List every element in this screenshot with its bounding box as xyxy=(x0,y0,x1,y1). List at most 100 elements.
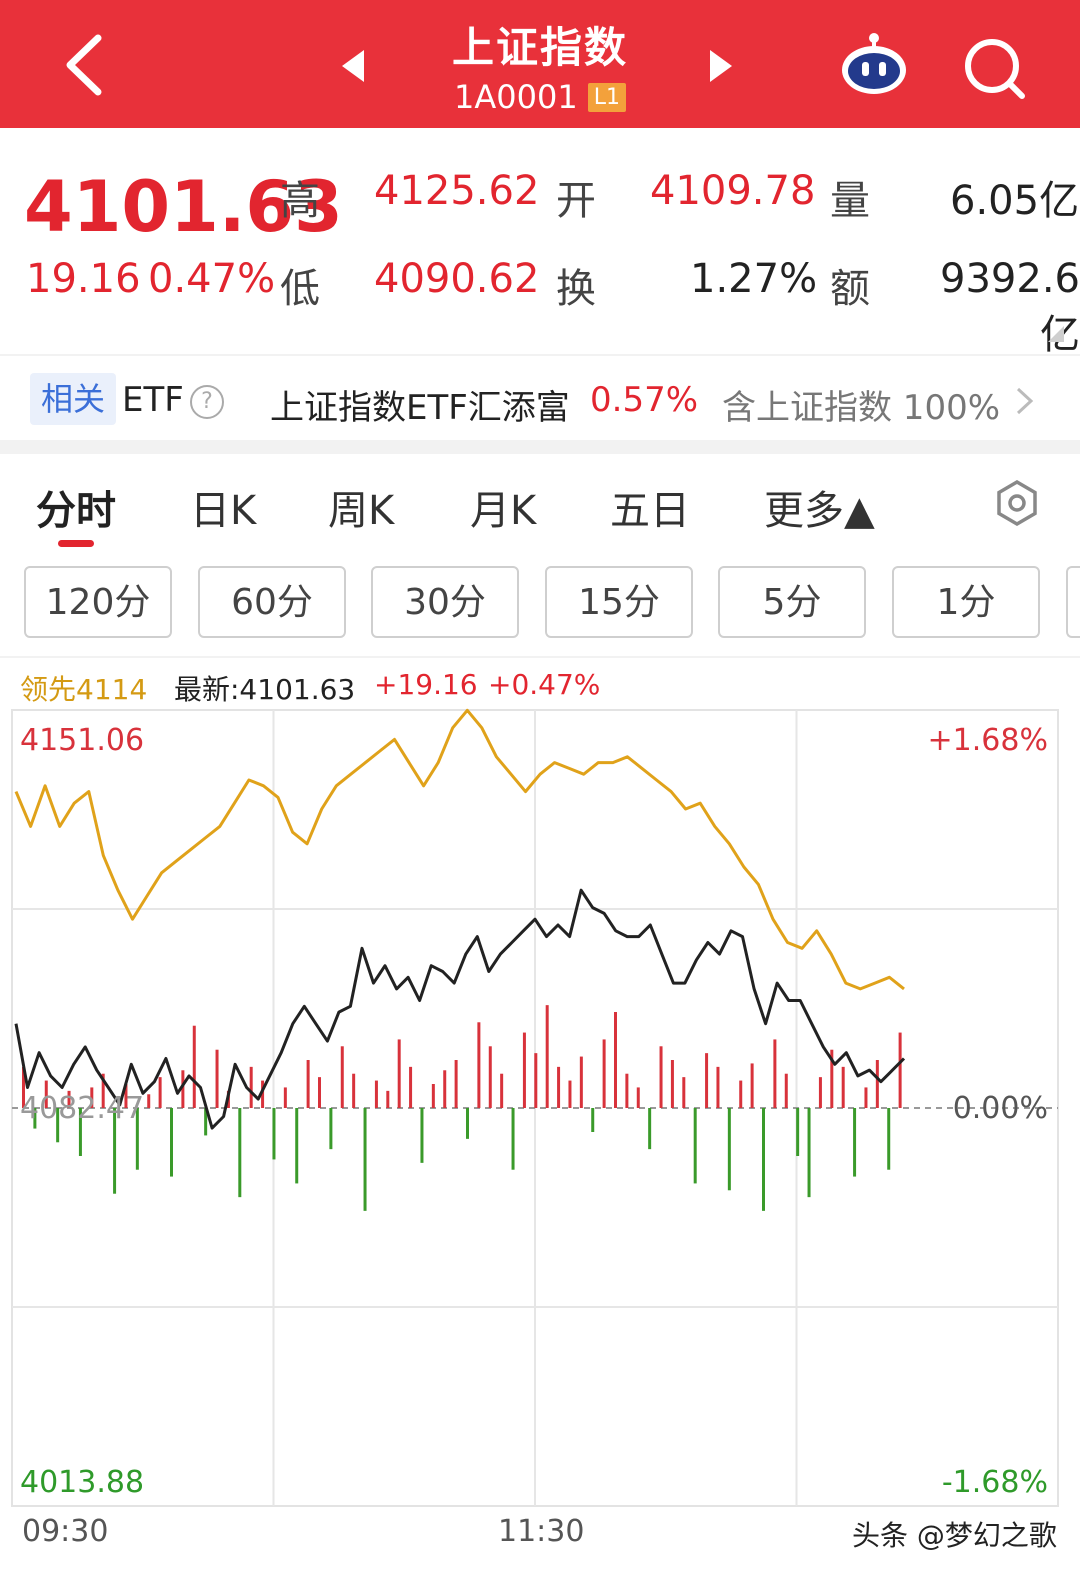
price-line xyxy=(14,888,906,1130)
chevron-right-icon[interactable] xyxy=(1014,386,1036,416)
volume-bar xyxy=(318,1077,321,1108)
volume-bar xyxy=(158,1077,162,1108)
volume-bar xyxy=(625,1073,629,1108)
pct-label-bottom: -1.68% xyxy=(942,1465,1048,1500)
y-label-mid: 4082.47 xyxy=(20,1091,144,1126)
volume-bar xyxy=(181,1070,185,1108)
open-label: 开 xyxy=(556,178,596,224)
period-5min[interactable]: 5分 xyxy=(718,566,866,638)
next-stock-icon[interactable] xyxy=(708,48,734,84)
help-icon[interactable]: ? xyxy=(190,385,224,419)
volume-bar xyxy=(67,1090,71,1108)
page-title: 上证指数 xyxy=(451,23,628,72)
volume-bar xyxy=(500,1073,504,1108)
price-change-pct: 0.47% xyxy=(148,256,276,302)
volume-bar xyxy=(329,1108,333,1150)
stock-code: 1A0001 L1 xyxy=(0,78,1080,116)
tab-intraday[interactable]: 分时 xyxy=(36,488,116,534)
volume-bar xyxy=(386,1090,390,1108)
volume-bar xyxy=(762,1108,765,1211)
volume-bar xyxy=(864,1087,868,1108)
high-value: 4125.62 xyxy=(374,168,540,214)
tab-more[interactable]: 更多▲ xyxy=(764,488,875,534)
period-1min[interactable]: 1分 xyxy=(892,566,1040,638)
top-bar: 上证指数 1A0001 L1 xyxy=(0,0,1080,128)
back-icon[interactable] xyxy=(56,30,116,100)
volume-label: 量 xyxy=(830,178,870,224)
y-label-top: 4151.06 xyxy=(20,723,144,758)
volume-bar xyxy=(101,1073,105,1108)
volume-bar xyxy=(511,1108,515,1170)
etf-name[interactable]: 上证指数ETF汇添富 xyxy=(270,388,570,428)
settings-icon[interactable] xyxy=(994,479,1040,527)
volume-bar xyxy=(272,1108,276,1160)
volume-bar xyxy=(545,1005,549,1108)
tab-five-day[interactable]: 五日 xyxy=(610,488,690,534)
volume-bar xyxy=(488,1046,492,1108)
volume-bar xyxy=(773,1039,777,1108)
pct-label-mid: 0.00% xyxy=(953,1091,1048,1126)
volume-bar xyxy=(192,1025,196,1108)
volume-bar xyxy=(33,1108,37,1129)
latest-change: +19.16 xyxy=(374,668,478,701)
volume-bar xyxy=(602,1039,606,1108)
volume-bar xyxy=(90,1087,94,1108)
volume-bar xyxy=(147,1094,151,1108)
volume-bar xyxy=(534,1053,538,1108)
period-overflow[interactable] xyxy=(1066,566,1080,638)
etf-label: ETF xyxy=(122,380,184,420)
volume-bar xyxy=(579,1056,583,1108)
expand-corner-icon[interactable] xyxy=(1048,326,1064,342)
volume-bar xyxy=(113,1108,117,1194)
robot-assistant-icon[interactable] xyxy=(838,30,910,102)
volume-bar xyxy=(693,1108,697,1184)
volume-bar xyxy=(363,1108,367,1211)
volume-bar xyxy=(443,1070,447,1108)
tab-weekly-k[interactable]: 周K xyxy=(328,488,395,534)
low-label: 低 xyxy=(280,266,320,312)
volume-bar xyxy=(716,1066,720,1108)
volume-bar xyxy=(636,1087,640,1108)
period-60min[interactable]: 60分 xyxy=(198,566,346,638)
volume-bar xyxy=(522,1032,526,1108)
volume-bar xyxy=(249,1066,253,1108)
stock-code-text: 1A0001 xyxy=(454,78,578,116)
latest-change-pct: +0.47% xyxy=(488,668,601,701)
volume-bar xyxy=(614,1012,617,1108)
volume-bar xyxy=(784,1073,788,1108)
volume-bar xyxy=(204,1108,208,1136)
intraday-chart[interactable]: 4151.06 4082.47 4013.88 +1.68% 0.00% -1.68% xyxy=(0,700,1080,1514)
amount-value: 9392.6亿 xyxy=(940,256,1080,358)
volume-bar xyxy=(591,1108,595,1132)
volume-bar xyxy=(352,1073,356,1108)
volume-bar xyxy=(420,1108,424,1163)
etf-change-pct: 0.57% xyxy=(590,380,699,420)
volume-value: 6.05亿 xyxy=(950,178,1080,224)
volume-bar xyxy=(261,1080,265,1108)
prev-stock-icon[interactable] xyxy=(340,48,366,84)
pct-label-top: +1.68% xyxy=(928,723,1048,758)
volume-bar xyxy=(477,1022,481,1108)
search-icon[interactable] xyxy=(960,34,1030,104)
open-value: 4109.78 xyxy=(650,168,816,214)
y-label-bottom: 4013.88 xyxy=(20,1465,144,1500)
volume-bar xyxy=(557,1066,561,1108)
volume-bar xyxy=(431,1084,435,1108)
tab-monthly-k[interactable]: 月K xyxy=(470,488,537,534)
period-15min[interactable]: 15分 xyxy=(545,566,693,638)
level-badge: L1 xyxy=(587,83,626,112)
volume-bar xyxy=(818,1077,822,1108)
x-tick-mid: 11:30 xyxy=(498,1514,585,1549)
volume-bar xyxy=(670,1060,674,1108)
period-120min[interactable]: 120分 xyxy=(24,566,172,638)
turnover-label: 换 xyxy=(556,266,596,312)
divider xyxy=(0,354,1080,356)
period-30min[interactable]: 30分 xyxy=(371,566,519,638)
volume-bar xyxy=(682,1077,686,1108)
volume-bar xyxy=(853,1108,857,1177)
watermark: 头条 @梦幻之歌 xyxy=(852,1519,1057,1552)
tab-daily-k[interactable]: 日K xyxy=(190,488,257,534)
volume-bar xyxy=(887,1108,891,1170)
volume-bar xyxy=(238,1108,242,1198)
volume-bar xyxy=(124,1084,128,1108)
